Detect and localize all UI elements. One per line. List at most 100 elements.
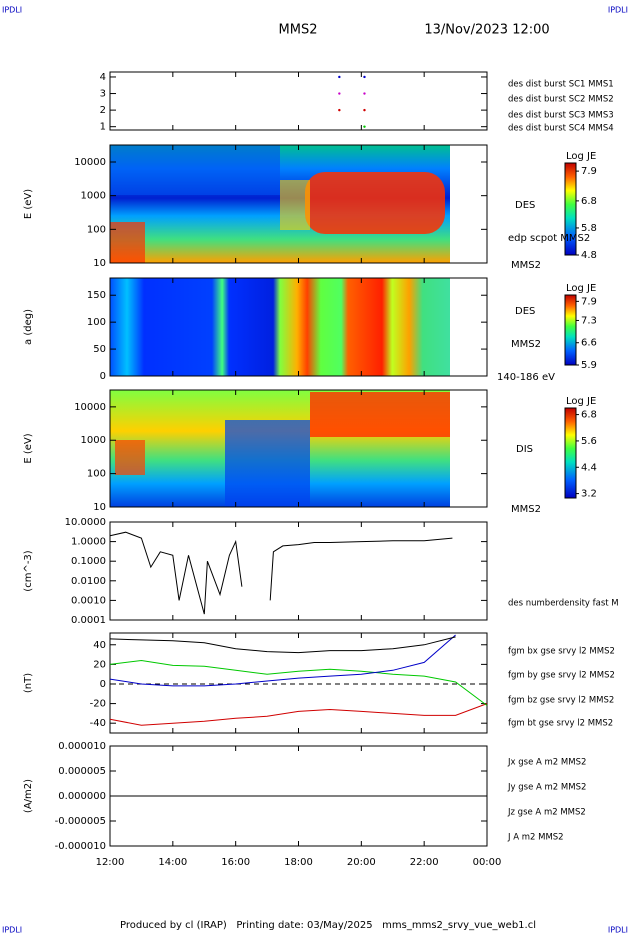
colorbar-title: Log JE — [566, 151, 596, 162]
panel-label: MMS2 — [511, 504, 541, 515]
line-series — [109, 703, 488, 726]
y-tick-label: 2 — [100, 105, 106, 116]
point — [363, 92, 366, 95]
line-series — [109, 636, 456, 654]
y-tick-label: 1000 — [81, 191, 106, 202]
y-tick-label: 0 — [100, 371, 106, 382]
legend-entry: Jz gse A m2 MMS2 — [507, 808, 586, 818]
y-tick-label: 10 — [93, 258, 106, 269]
y-tick-label: 0.0010 — [71, 595, 106, 606]
y-tick-label: 100 — [87, 317, 106, 328]
colorbar — [564, 294, 577, 366]
legend-entry: Jx gse A m2 MMS2 — [507, 758, 586, 768]
x-tick-label: 14:00 — [158, 857, 187, 868]
panel-label: MMS2 — [511, 339, 541, 350]
y-tick-label: 0.0100 — [71, 576, 106, 587]
colorbar-tick-label: 4.4 — [581, 462, 597, 473]
y-tick-label: 0.000005 — [58, 766, 106, 777]
y-axis-label: (cm^-3) — [23, 550, 34, 591]
x-tick-label: 22:00 — [410, 857, 439, 868]
y-axis-label: E (eV) — [23, 189, 34, 219]
point — [363, 75, 366, 79]
colorbar-tick-label: 4.8 — [581, 250, 597, 261]
y-tick-label: 10000 — [74, 157, 106, 168]
y-tick-label: 10.0000 — [65, 517, 106, 528]
panel-frame — [109, 521, 488, 621]
colorbar — [564, 162, 577, 256]
colorbar-tick-label: 7.3 — [581, 315, 597, 326]
y-axis-label: (A/m2) — [23, 779, 34, 813]
panel-label: DES — [515, 200, 535, 211]
line-series — [109, 531, 453, 615]
panel-label: DES — [515, 306, 535, 317]
point — [363, 108, 366, 112]
y-axis-label: a (deg) — [23, 309, 34, 345]
legend-entry: fgm bx gse srvy l2 MMS2 — [508, 647, 615, 657]
y-tick-label: 0.0001 — [71, 615, 106, 626]
y-tick-label: 100 — [87, 469, 106, 480]
y-tick-label: 1000 — [81, 435, 106, 446]
y-tick-label: 4 — [100, 72, 106, 83]
colorbar-title: Log JE — [566, 283, 596, 294]
x-tick-label: 18:00 — [284, 857, 313, 868]
colorbar-tick-label: 5.9 — [581, 360, 597, 371]
panel-label: 140-186 eV — [497, 372, 555, 383]
panel-label: MMS2 — [511, 260, 541, 271]
corner-mark: IPDLI — [608, 6, 628, 15]
colorbar-tick-label: 7.9 — [581, 296, 597, 307]
legend-entry: Jy gse A m2 MMS2 — [507, 783, 586, 793]
legend-entry: J A m2 MMS2 — [507, 833, 564, 843]
colorbar-tick-label: 6.8 — [581, 196, 597, 207]
title: MMS2 — [279, 23, 318, 38]
legend-entry: fgm bt gse srvy l2 MMS2 — [508, 719, 613, 729]
colorbar-tick-label: 3.2 — [581, 489, 597, 500]
y-tick-label: 50 — [93, 344, 106, 355]
y-tick-label: -0.000010 — [55, 841, 106, 852]
panel-frame — [109, 632, 488, 734]
y-tick-label: 10 — [93, 502, 106, 513]
colorbar-tick-label: 6.8 — [581, 410, 597, 421]
y-tick-label: 40 — [93, 640, 106, 651]
legend-entry: des dist burst SC3 MMS3 — [508, 111, 614, 121]
legend-entry: fgm by gse srvy l2 MMS2 — [508, 671, 615, 681]
y-tick-label: 0.000000 — [58, 791, 106, 802]
colorbar-tick-label: 5.6 — [581, 436, 597, 447]
y-tick-label: 150 — [87, 290, 106, 301]
y-tick-label: 1.0000 — [71, 537, 106, 548]
y-tick-label: 0 — [100, 679, 106, 690]
x-tick-label: 12:00 — [96, 857, 125, 868]
legend-entry: fgm bz gse srvy l2 MMS2 — [508, 696, 614, 706]
y-tick-label: 10000 — [74, 402, 106, 413]
x-tick-label: 20:00 — [347, 857, 376, 868]
line-series — [109, 634, 456, 687]
line-series — [109, 659, 488, 706]
panel-label: DIS — [516, 444, 533, 455]
y-tick-label: 100 — [87, 224, 106, 235]
point — [363, 125, 366, 128]
corner-mark: IPDLI — [608, 926, 628, 934]
legend-entry: des dist burst SC2 MMS2 — [508, 95, 614, 105]
y-tick-label: 0.000010 — [58, 741, 106, 752]
colorbar-title: Log JE — [566, 396, 596, 407]
legend-entry: des dist burst SC4 MMS4 — [508, 124, 614, 134]
point — [338, 75, 341, 79]
colorbar — [564, 407, 577, 499]
legend-entry: des numberdensity fast M — [508, 599, 619, 609]
y-tick-label: 3 — [100, 89, 106, 100]
y-tick-label: 0.1000 — [71, 556, 106, 567]
y-tick-label: -20 — [90, 699, 106, 710]
y-tick-label: 20 — [93, 659, 106, 670]
colorbar-tick-label: 5.8 — [581, 223, 597, 234]
footer: Produced by cl (IRAP) Printing date: 03/… — [120, 920, 536, 931]
y-axis-label: (nT) — [23, 673, 34, 693]
point — [338, 108, 341, 112]
legend-entry: des dist burst SC1 MMS1 — [508, 80, 614, 90]
y-tick-label: 1 — [100, 122, 106, 133]
y-tick-label: -40 — [90, 718, 106, 729]
x-tick-label: 00:00 — [473, 857, 502, 868]
colorbar-tick-label: 6.6 — [581, 338, 597, 349]
y-tick-label: -0.000005 — [55, 816, 106, 827]
date: 13/Nov/2023 12:00 — [424, 23, 549, 38]
y-axis-label: E (eV) — [23, 433, 34, 463]
